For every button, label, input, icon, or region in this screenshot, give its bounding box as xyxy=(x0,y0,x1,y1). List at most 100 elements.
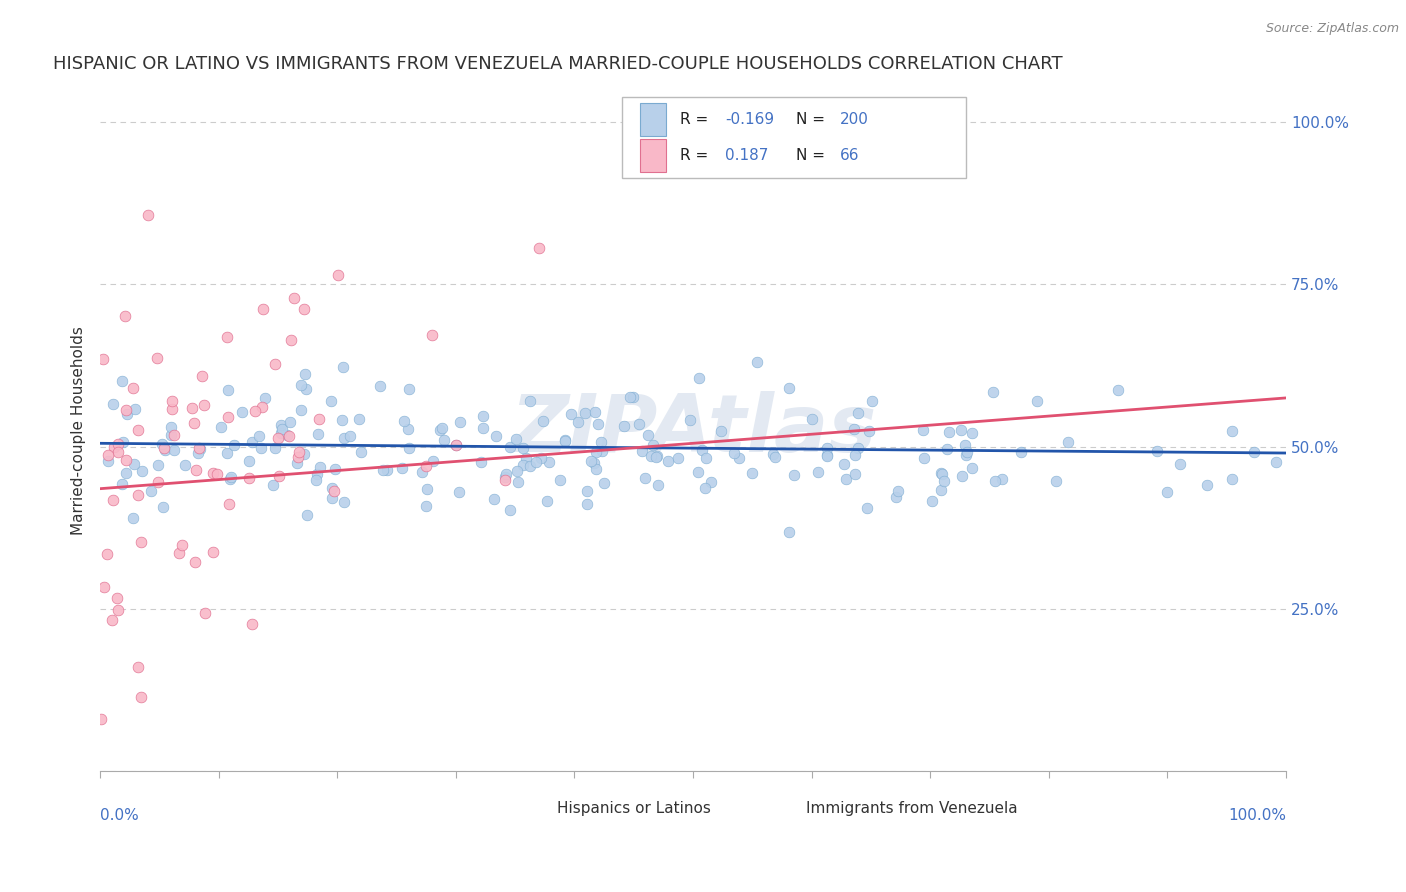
Point xyxy=(326,268,349,282)
Point xyxy=(278,415,301,429)
Point xyxy=(815,450,838,464)
Point xyxy=(222,438,245,452)
Point xyxy=(640,449,662,463)
Point xyxy=(188,441,211,455)
Point xyxy=(163,442,186,457)
Point xyxy=(494,470,516,484)
Point xyxy=(619,390,641,404)
Point xyxy=(560,407,582,421)
Point xyxy=(499,502,522,516)
Point xyxy=(536,494,558,508)
Y-axis label: Married-couple Households: Married-couple Households xyxy=(72,326,86,535)
Point xyxy=(129,534,152,549)
Point xyxy=(495,467,517,481)
Point xyxy=(160,419,183,434)
Point xyxy=(484,491,506,506)
Point xyxy=(666,451,689,466)
Point xyxy=(160,427,183,442)
Point xyxy=(267,431,290,445)
Text: N =: N = xyxy=(796,112,830,128)
Point xyxy=(531,414,554,428)
Point xyxy=(321,491,343,506)
Point xyxy=(240,617,263,632)
Point xyxy=(934,474,956,488)
Point xyxy=(585,462,607,476)
Point xyxy=(114,309,136,323)
Point xyxy=(506,464,529,478)
Point xyxy=(107,445,129,459)
Point xyxy=(292,301,315,316)
Point xyxy=(97,448,120,462)
Point xyxy=(271,422,294,436)
Point xyxy=(146,458,169,472)
Point xyxy=(1146,443,1168,458)
Point xyxy=(283,291,305,305)
Point xyxy=(136,208,159,222)
Point xyxy=(101,492,124,507)
Point xyxy=(815,448,838,462)
Point xyxy=(783,467,806,482)
Point xyxy=(807,466,830,480)
Point xyxy=(114,402,136,417)
Point xyxy=(231,405,253,419)
Point xyxy=(339,429,361,443)
Point xyxy=(582,456,605,470)
Point xyxy=(377,463,399,477)
FancyBboxPatch shape xyxy=(640,103,666,136)
Point xyxy=(524,455,547,469)
Point xyxy=(537,455,560,469)
Point xyxy=(846,441,869,455)
Point xyxy=(1057,434,1080,449)
Point xyxy=(305,467,328,481)
Point xyxy=(124,402,146,417)
Point xyxy=(815,441,838,455)
Point xyxy=(657,454,679,468)
Point xyxy=(695,450,717,465)
Point xyxy=(499,440,522,454)
Point xyxy=(567,415,589,429)
Point xyxy=(416,483,439,497)
Point xyxy=(576,484,599,499)
Point xyxy=(579,454,602,468)
Point xyxy=(194,607,217,621)
Point xyxy=(591,444,613,458)
FancyBboxPatch shape xyxy=(770,799,796,816)
Point xyxy=(430,421,453,435)
Point xyxy=(111,477,134,491)
Point xyxy=(844,467,866,481)
Point xyxy=(253,391,276,405)
Point xyxy=(1156,485,1178,500)
Point xyxy=(217,409,239,424)
Point xyxy=(960,461,983,475)
Point xyxy=(420,327,443,342)
Point xyxy=(990,472,1012,486)
Point xyxy=(263,357,285,371)
Point xyxy=(205,467,228,481)
Point xyxy=(105,591,128,605)
Point xyxy=(131,464,153,478)
Point xyxy=(485,429,508,443)
Point xyxy=(575,497,598,511)
Point xyxy=(688,465,710,479)
Point xyxy=(494,473,516,487)
Point xyxy=(728,450,751,465)
Point xyxy=(956,445,979,459)
Point xyxy=(983,474,1005,488)
Point xyxy=(554,434,576,448)
Point xyxy=(121,381,143,395)
Point xyxy=(309,459,332,474)
Point xyxy=(115,466,138,480)
Point xyxy=(333,431,356,445)
Point xyxy=(288,445,311,459)
Point xyxy=(745,355,768,369)
Point xyxy=(280,333,302,347)
Point xyxy=(519,458,541,473)
Point xyxy=(152,500,174,514)
Point xyxy=(215,446,238,460)
Point xyxy=(122,457,145,471)
Point xyxy=(172,538,194,552)
Point xyxy=(519,394,541,409)
Point xyxy=(446,438,468,452)
Point xyxy=(688,371,710,385)
Point xyxy=(323,484,346,499)
